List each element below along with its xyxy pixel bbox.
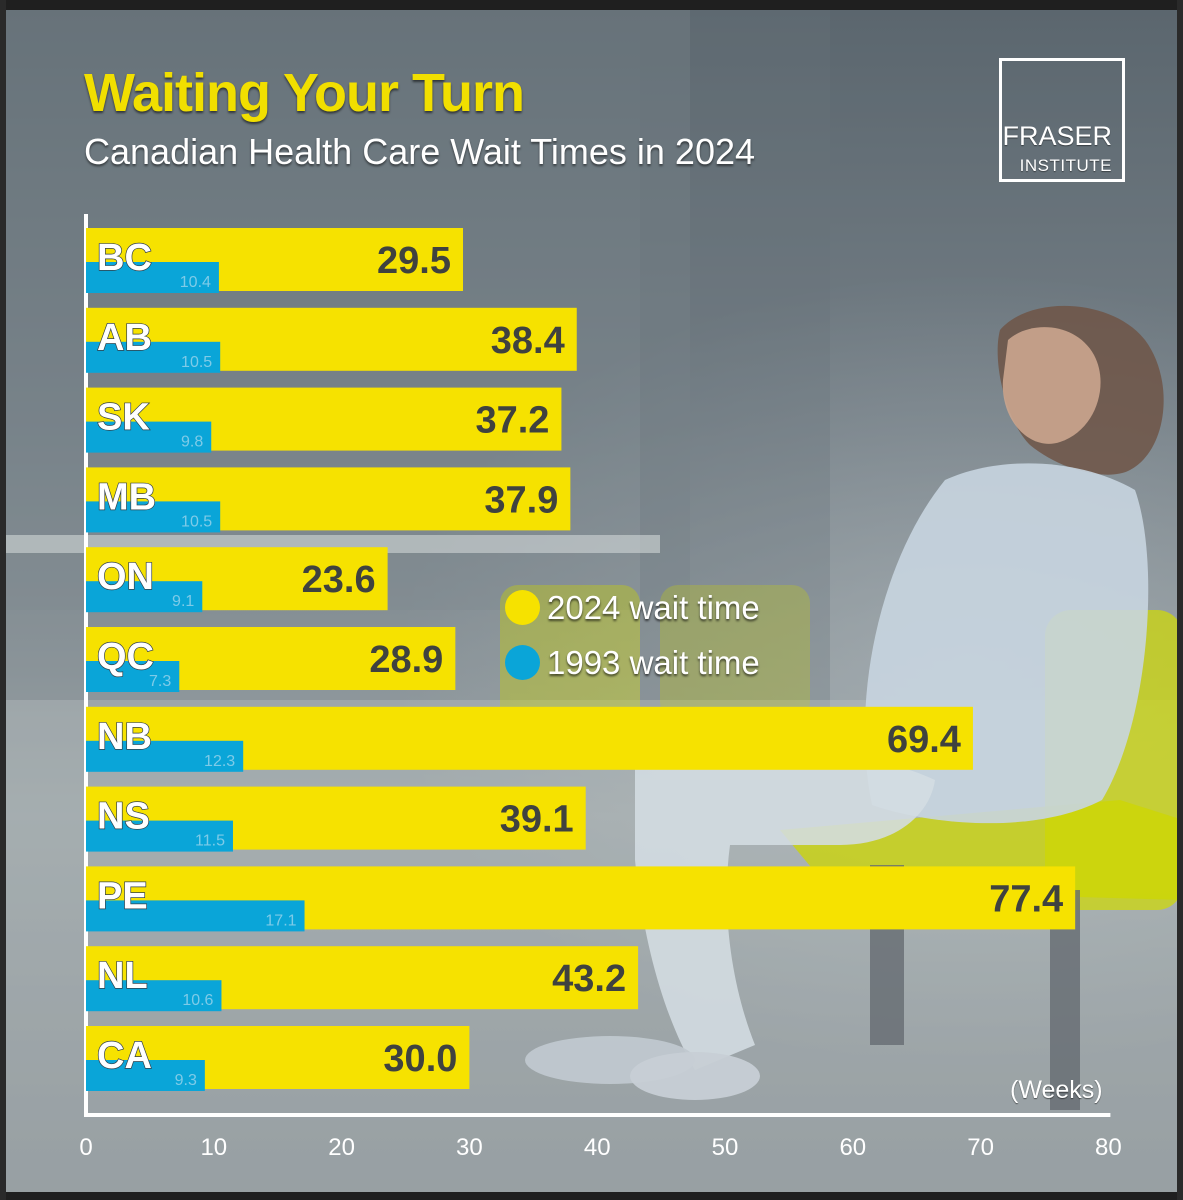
data-label-2024: 30.0 (383, 1038, 457, 1080)
data-label-2024: 23.6 (302, 559, 376, 601)
x-tick-label: 30 (456, 1134, 483, 1161)
x-tick-label: 50 (712, 1134, 739, 1161)
province-label: CA (97, 1035, 152, 1077)
data-label-1993: 11.5 (195, 833, 225, 850)
bar-1993 (86, 1060, 205, 1091)
x-tick-label: 10 (200, 1134, 227, 1161)
bar-1993 (86, 341, 221, 373)
x-axis-unit-label: (Weeks) (1010, 1076, 1103, 1104)
data-label-1993: 10.6 (182, 992, 213, 1009)
legend-item-2024: 2024 wait time (505, 580, 760, 635)
province-label: BC (97, 237, 152, 279)
logo-text-fraser: FRASER (1002, 121, 1112, 151)
data-label-2024: 77.4 (989, 878, 1063, 920)
legend-label-1993: 1993 wait time (547, 644, 760, 681)
x-tick-label: 80 (1095, 1134, 1122, 1161)
x-tick-label: 20 (328, 1134, 355, 1161)
data-label-1993: 10.5 (181, 513, 212, 530)
bar-1993 (86, 421, 212, 453)
bar-1993 (86, 262, 219, 293)
province-label: NS (97, 796, 150, 838)
data-label-1993: 9.1 (172, 593, 194, 610)
data-label-2024: 29.5 (377, 240, 451, 282)
data-label-2024: 43.2 (552, 958, 626, 1000)
data-label-1993: 12.3 (204, 753, 235, 770)
province-label: SK (97, 397, 150, 439)
blue-circle-icon (505, 645, 540, 680)
x-tick-label: 60 (839, 1134, 866, 1161)
bar-1993 (86, 820, 233, 852)
chart-subtitle: Canadian Health Care Wait Times in 2024 (84, 131, 756, 172)
province-label: MB (97, 476, 156, 518)
x-tick-label: 40 (584, 1134, 611, 1161)
data-label-1993: 9.3 (175, 1072, 197, 1089)
province-label: QC (97, 636, 154, 678)
bar-1993 (86, 740, 244, 772)
chart-legend: 2024 wait time 1993 wait time (505, 580, 760, 690)
data-label-2024: 37.2 (475, 400, 549, 442)
province-label: ON (97, 556, 154, 598)
bar-1993 (86, 980, 222, 1012)
bar-1993 (86, 900, 305, 932)
data-label-2024: 39.1 (500, 799, 574, 841)
data-label-2024: 69.4 (887, 719, 961, 761)
data-label-1993: 9.8 (181, 434, 203, 451)
logo-text-institute: INSTITUTE (1019, 156, 1112, 175)
yellow-circle-icon (505, 590, 540, 625)
data-label-1993: 7.3 (149, 673, 171, 690)
x-tick-label: 0 (79, 1134, 92, 1161)
province-label: NB (97, 716, 152, 758)
chart-title: Waiting Your Turn (84, 63, 525, 123)
province-label: AB (97, 317, 152, 359)
data-label-1993: 10.5 (181, 354, 212, 371)
province-label: NL (97, 955, 148, 997)
legend-item-1993: 1993 wait time (505, 635, 760, 690)
x-tick-label: 70 (967, 1134, 994, 1161)
data-label-2024: 28.9 (369, 639, 443, 681)
bar-1993 (86, 501, 221, 533)
bar-1993 (86, 661, 180, 692)
bar-1993 (86, 581, 203, 613)
data-label-1993: 17.1 (265, 912, 296, 929)
data-label-2024: 38.4 (491, 320, 565, 362)
legend-label-2024: 2024 wait time (547, 589, 760, 626)
data-label-2024: 37.9 (484, 479, 558, 521)
province-label: PE (97, 875, 148, 917)
data-label-1993: 10.4 (180, 274, 211, 291)
fraser-institute-logo: FRASER INSTITUTE (999, 58, 1125, 182)
title-block: Waiting Your Turn Canadian Health Care W… (84, 66, 964, 170)
